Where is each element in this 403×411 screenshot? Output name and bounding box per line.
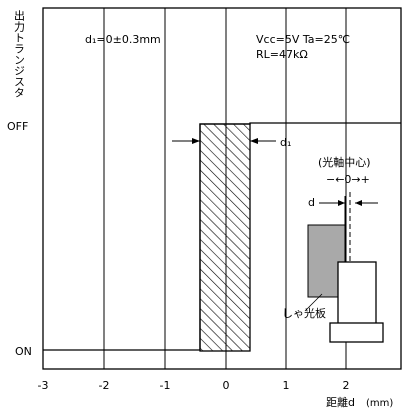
optical-axis-center-label: (光軸中心) — [318, 155, 371, 169]
shield-label: しゃ光板 — [282, 306, 326, 320]
y-state-on: ON — [15, 345, 32, 358]
sensor-upper-body — [337, 261, 377, 325]
d1-label: d₁ — [280, 136, 291, 149]
x-tick-1: 1 — [283, 379, 290, 392]
d-label: d — [308, 196, 315, 209]
conditions-line2: RL=47kΩ — [256, 48, 308, 61]
d1-dimension — [172, 138, 276, 144]
d-dimension — [319, 196, 378, 226]
tolerance-note: d₁=0±0.3mm — [85, 33, 161, 46]
shield-leader-line — [304, 293, 323, 312]
x-tick-minus3: -3 — [38, 379, 49, 392]
x-tick-labels: -3 -2 -1 0 1 2 — [38, 379, 350, 392]
tolerance-hatch-band — [199, 123, 251, 352]
x-axis-unit: (mm) — [366, 398, 393, 409]
x-tick-minus1: -1 — [160, 379, 171, 392]
conditions-line1: Vcc=5V Ta=25℃ — [256, 33, 350, 46]
sensor-base — [329, 322, 384, 343]
y-state-off: OFF — [7, 120, 28, 133]
x-tick-minus2: -2 — [99, 379, 110, 392]
x-tick-2: 2 — [343, 379, 350, 392]
x-tick-0: 0 — [223, 379, 230, 392]
plot-frame — [42, 7, 402, 370]
axis-sign-label: −←0→+ — [326, 173, 370, 186]
y-axis-label: 出力トランジスタ — [13, 9, 26, 98]
x-axis-label: 距離d — [326, 395, 355, 409]
